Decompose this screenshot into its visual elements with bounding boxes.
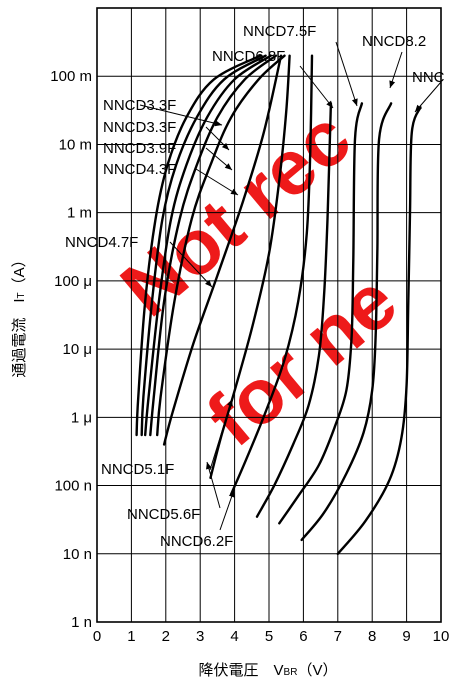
annotation-label-2: NNCD3.9F	[103, 140, 176, 157]
x-tick-label-9: 9	[402, 628, 410, 645]
y-tick-label-4: 10 μ	[63, 341, 93, 358]
annotation-arrow-6	[206, 462, 212, 470]
x-axis-title: 降伏電圧 VBR（V）	[199, 662, 338, 679]
x-tick-label-5: 5	[265, 628, 273, 645]
annotation-label-4: NNCD4.7F	[65, 234, 138, 251]
x-tick-labels: 0 1 2 3 4 5 6 7 8 9 10	[93, 628, 450, 645]
annotation-leader-0	[139, 104, 223, 126]
annotation-arrow-3	[230, 188, 238, 195]
series-line-10	[300, 102, 393, 542]
series-group	[135, 54, 422, 555]
annotation-leader-7	[219, 489, 235, 531]
series-line-9	[278, 102, 364, 525]
y-tick-label-2: 100 n	[54, 478, 92, 495]
y-tick-label-1: 10 n	[63, 546, 92, 563]
annotation-arrow-7	[228, 490, 235, 498]
y-tick-label-8: 100 m	[50, 68, 92, 85]
x-axis-title-unit: （V）	[297, 662, 337, 679]
y-tick-label-0: 1 n	[71, 614, 92, 631]
annotation-arrow-10	[389, 80, 396, 88]
y-tick-label-3: 1 μ	[71, 409, 92, 426]
annotations: NNCD3.3F NNCD3.3F NNCD3.9F NNCD4.3F NNCD4.7F…	[65, 23, 445, 550]
x-tick-label-6: 6	[299, 628, 307, 645]
series-line-4	[156, 54, 286, 437]
series-line-1	[140, 54, 267, 437]
annotation-label-1: NNCD3.3F	[103, 119, 176, 136]
y-axis-title-unit: （A）	[11, 252, 28, 292]
annotation-leader-8	[299, 65, 334, 109]
plot-frame	[96, 7, 442, 623]
series-line-6	[209, 54, 291, 479]
annotation-label-9: NNCD7.5F	[243, 23, 316, 40]
annotation-label-11: NNC	[412, 69, 445, 86]
annotation-arrow-5	[227, 399, 233, 407]
x-tick-label-4: 4	[230, 628, 238, 645]
series-line-0	[135, 54, 262, 437]
annotation-label-5: NNCD5.1F	[101, 461, 174, 478]
annotation-label-8: NNCD6.8F	[212, 48, 285, 65]
x-tick-label-2: 2	[162, 628, 170, 645]
x-tick-label-10: 10	[433, 628, 450, 645]
series-line-2	[144, 54, 272, 437]
annotation-label-6: NNCD5.6F	[127, 506, 200, 523]
x-tick-label-8: 8	[368, 628, 376, 645]
series-line-8	[255, 102, 333, 518]
y-tick-label-7: 10 m	[59, 136, 92, 153]
annotation-arrow-11	[415, 104, 422, 112]
annotation-leader-6	[206, 461, 221, 509]
annotation-arrow-2	[224, 163, 232, 170]
annotation-arrow-4	[205, 279, 212, 287]
annotation-leader-5	[209, 398, 233, 471]
series-line-11	[336, 106, 422, 555]
x-tick-label-0: 0	[93, 628, 101, 645]
series-line-3	[149, 54, 278, 437]
annotation-arrow-0	[214, 120, 222, 127]
annotation-label-0: NNCD3.3F	[103, 97, 176, 114]
annotation-arrow-1	[221, 142, 229, 150]
annotation-label-3: NNCD4.3F	[103, 161, 176, 178]
y-tick-labels: 1 n 10 n 100 n 1 μ 10 μ 100 μ 1 m 10 m 100 m	[50, 68, 92, 631]
y-tick-label-6: 1 m	[67, 205, 92, 222]
x-axis-title-sub: BR	[284, 667, 298, 678]
annotation-label-7: NNCD6.2F	[160, 533, 233, 550]
annotation-arrow-9	[351, 98, 358, 106]
y-axis-title-sub: T	[16, 292, 27, 298]
annotation-arrow-8	[326, 100, 333, 108]
y-axis-title: 通過電流 IT（A）	[11, 252, 28, 377]
annotation-label-10: NNCD8.2	[362, 33, 426, 50]
annotation-leader-3	[195, 168, 239, 196]
y-axis-title-main: 通過電流 I	[11, 298, 28, 377]
x-tick-label-1: 1	[127, 628, 135, 645]
series-line-7	[230, 54, 314, 496]
x-tick-label-7: 7	[334, 628, 342, 645]
y-tick-label-5: 100 μ	[54, 273, 92, 290]
x-tick-label-3: 3	[196, 628, 204, 645]
series-line-5	[162, 54, 283, 446]
annotation-leader-4	[169, 241, 213, 288]
x-axis-title-main: 降伏電圧 V	[199, 662, 284, 679]
annotation-leader-9	[335, 41, 358, 107]
